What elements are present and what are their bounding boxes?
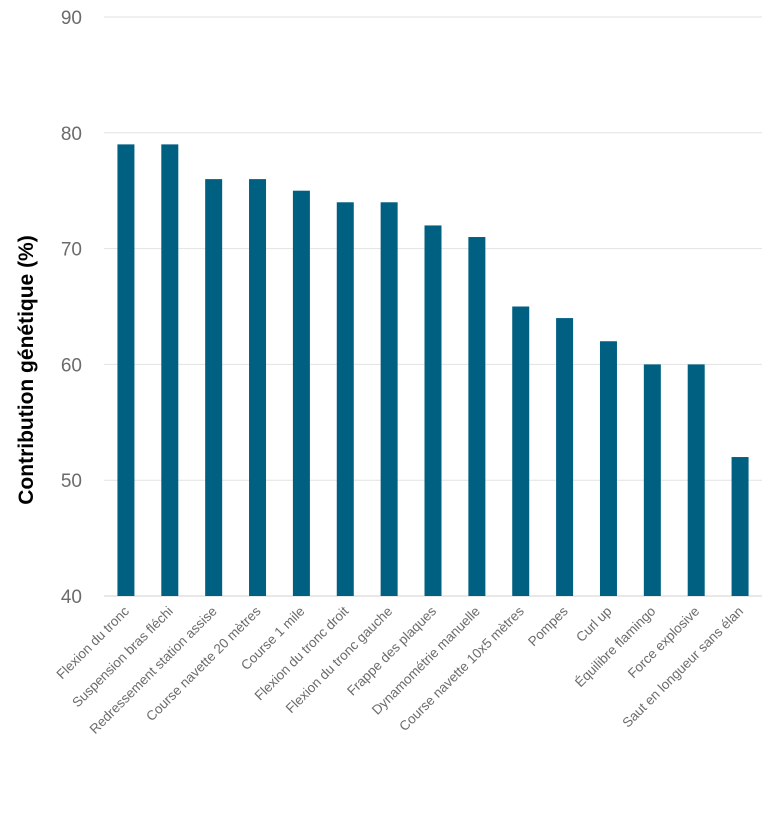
bar [336,202,354,596]
bar [117,144,135,596]
x-tick-label: Pompes [525,603,571,649]
y-tick-label: 80 [61,124,82,145]
bar [424,225,442,596]
bar [643,364,661,596]
y-tick-label: 90 [61,8,82,29]
bar [468,237,486,596]
bar [687,364,705,596]
bar [161,144,179,596]
y-tick-label: 70 [61,240,82,261]
y-tick-label: 60 [61,355,82,376]
bar [556,318,574,596]
y-axis-ticks: 40 50 60 70 80 90 [61,8,82,608]
bar [599,341,617,596]
y-axis-label: Contribution génétique (%) [15,235,38,504]
bar [731,457,749,596]
bar [249,179,267,596]
y-tick-label: 50 [61,471,82,492]
y-tick-label: 40 [61,587,82,608]
bar [292,190,310,596]
bar [380,202,398,596]
x-tick-label: Flexion du tronc [54,603,133,682]
bars [117,144,749,596]
bar [512,306,530,596]
bar [205,179,223,596]
x-tick-label: Curl up [573,604,614,645]
x-tick-label: Équilibre flamingo [572,604,658,690]
